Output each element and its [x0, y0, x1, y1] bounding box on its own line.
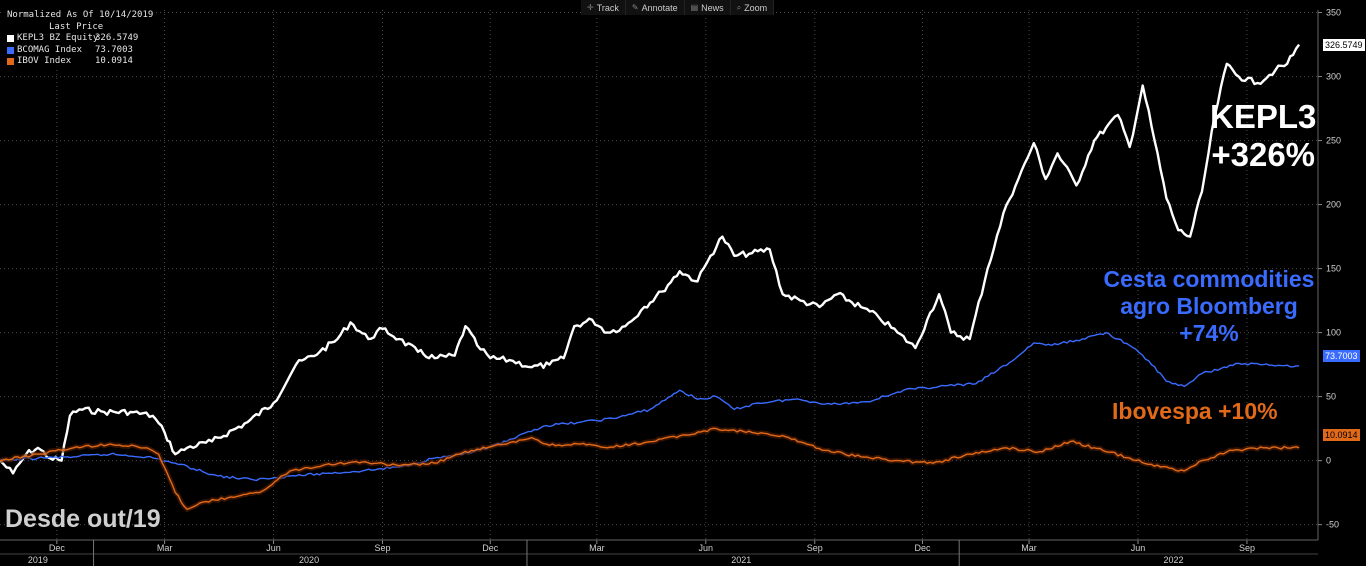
- x-month-label: Jun: [266, 543, 281, 553]
- kepl3-last-price-tag: 326.5749: [1323, 39, 1365, 51]
- ibov-last-price-tag: 10.0914: [1323, 429, 1360, 441]
- x-year-label: 2020: [299, 555, 319, 565]
- period-annotation: Desde out/19: [5, 505, 161, 533]
- legend-swatch: [7, 35, 14, 43]
- x-month-label: Sep: [374, 543, 390, 553]
- legend-name: IBOV Index: [17, 56, 72, 66]
- kepl3-annotation-change: +326%: [1211, 136, 1316, 173]
- x-month-label: Sep: [807, 543, 823, 553]
- x-month-label: Jun: [699, 543, 714, 553]
- annotate-label: Annotate: [641, 2, 678, 13]
- kepl3-annotation: KEPL3 +326%: [1210, 98, 1316, 174]
- legend-header: Normalized As Of 10/14/2019: [7, 10, 154, 20]
- x-year-label: 2019: [28, 555, 48, 565]
- x-month-label: Mar: [589, 543, 605, 553]
- x-month-label: Mar: [1021, 543, 1037, 553]
- legend-item[interactable]: KEPL3 BZ Equity 326.5749: [7, 33, 153, 45]
- bcomag-annotation-line2: agro Bloomberg: [1120, 293, 1298, 319]
- legend-value: 73.7003: [95, 44, 133, 55]
- news-button[interactable]: ▤ News: [685, 0, 731, 15]
- y-tick-label: 50: [1326, 392, 1336, 402]
- zoom-label: Zoom: [744, 2, 768, 13]
- bcomag-annotation-change: +74%: [1179, 320, 1239, 346]
- grid-lines: [0, 10, 1318, 540]
- zoom-button[interactable]: ⌕ Zoom: [731, 0, 775, 15]
- legend-value: 326.5749: [95, 33, 139, 43]
- x-month-label: Mar: [157, 543, 173, 553]
- series-line-bcomag: [0, 331, 1300, 482]
- legend-swatch: [7, 58, 14, 66]
- annotate-button[interactable]: ✎ Annotate: [626, 0, 685, 15]
- legend-name: BCOMAG Index: [17, 44, 83, 55]
- news-label: News: [701, 2, 724, 13]
- legend-subheader: Last Price: [49, 21, 104, 32]
- legend-item[interactable]: IBOV Index 10.0914: [7, 56, 153, 68]
- bcomag-last-price-tag: 73.7003: [1323, 350, 1360, 362]
- y-tick-label: 250: [1326, 136, 1341, 146]
- series-lines: [0, 43, 1301, 513]
- x-month-label: Dec: [482, 543, 499, 553]
- legend-swatch: [7, 46, 14, 54]
- ibov-annotation: Ibovespa +10%: [1112, 398, 1278, 424]
- series-line-ibov: [0, 427, 1300, 510]
- news-icon: ▤: [690, 3, 699, 12]
- pencil-icon: ✎: [631, 3, 639, 12]
- x-month-label: Sep: [1239, 543, 1255, 553]
- y-tick-label: -50: [1326, 520, 1339, 530]
- x-year-label: 2022: [1164, 555, 1184, 565]
- y-tick-label: 0: [1326, 456, 1331, 466]
- chart-legend: Normalized As Of 10/14/2019 Last Price K…: [4, 9, 157, 69]
- y-axis: -50 0 50 100 150 200 250 300 350: [1317, 8, 1341, 540]
- series-line-kepl3: [0, 43, 1301, 475]
- chart-toolbar: ✛ Track ✎ Annotate ▤ News ⌕ Zoom: [581, 0, 775, 15]
- y-tick-label: 350: [1326, 8, 1341, 18]
- legend-item[interactable]: BCOMAG Index 73.7003: [7, 45, 153, 57]
- y-tick-label: 100: [1326, 328, 1341, 338]
- kepl3-annotation-name: KEPL3: [1210, 98, 1317, 135]
- x-axis: Dec Mar Jun Sep Dec Mar Jun Sep Dec Mar Jun Sep 2019…: [0, 539, 1318, 566]
- track-label: Track: [596, 2, 619, 13]
- y-tick-label: 150: [1326, 264, 1341, 274]
- legend-name: KEPL3 BZ Equity: [17, 33, 99, 43]
- x-month-label: Jun: [1131, 543, 1146, 553]
- bcomag-annotation: Cesta commodities agro Bloomberg +74%: [1098, 266, 1320, 347]
- bcomag-annotation-line1: Cesta commodities: [1103, 266, 1315, 292]
- crosshair-icon: ✛: [587, 3, 594, 12]
- x-month-label: Dec: [914, 543, 931, 553]
- legend-value: 10.0914: [95, 56, 133, 66]
- track-button[interactable]: ✛ Track: [581, 0, 626, 15]
- magnifier-icon: ⌕: [736, 2, 742, 12]
- y-tick-label: 200: [1326, 200, 1341, 210]
- x-year-label: 2021: [731, 555, 751, 565]
- x-month-label: Dec: [49, 543, 66, 553]
- y-tick-label: 300: [1326, 72, 1341, 82]
